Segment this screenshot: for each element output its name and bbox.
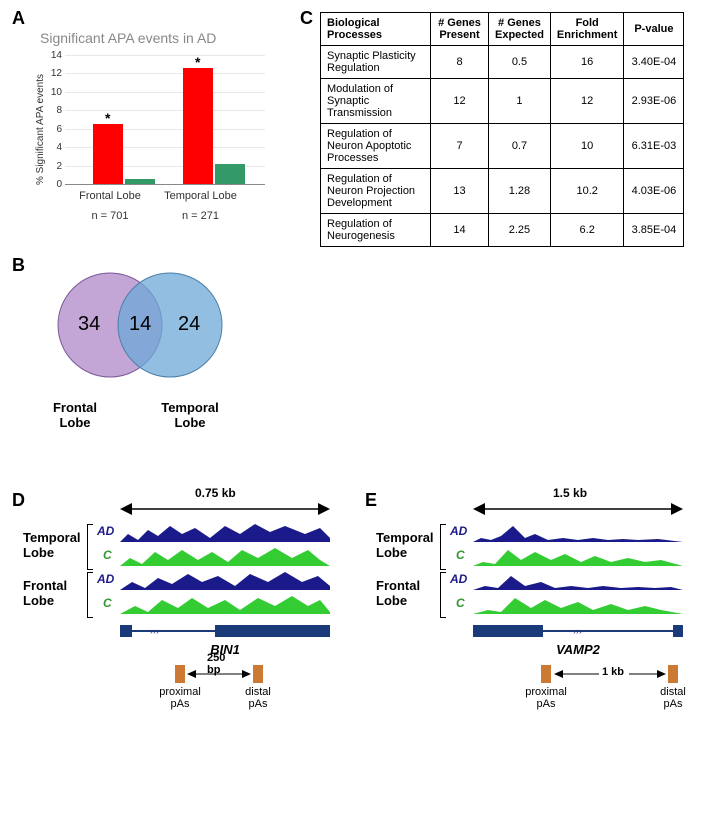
d-ad-1: AD: [97, 524, 114, 538]
d-prox-box: [175, 665, 185, 683]
e-c-2: C: [456, 596, 465, 610]
d-ad-2: AD: [97, 572, 114, 586]
panel-c-table: Biological Processes # Genes Present # G…: [320, 12, 684, 247]
panel-d-tracks: 0.75 kb TemporalLobe FrontalLobe AD C AD…: [15, 500, 345, 790]
e-pas-dist: 1 kb: [602, 666, 624, 678]
panel-c-label: C: [300, 8, 313, 29]
d-dist-box: [253, 665, 263, 683]
svg-text:›››: ›››: [573, 626, 582, 636]
e-tracks-svg: [473, 520, 683, 620]
ytick-10: 10: [42, 87, 62, 98]
d-group-temporal: TemporalLobe: [23, 530, 93, 560]
d-dist-label: distalpAs: [233, 686, 283, 710]
n-frontal: n = 701: [70, 210, 150, 222]
bar-frontal-s2: [125, 179, 155, 184]
e-dist-box: [668, 665, 678, 683]
ytick-0: 0: [42, 179, 62, 190]
ytick-4: 4: [42, 142, 62, 153]
e-gene-model: ›››: [473, 622, 683, 640]
d-bracket-2: [87, 572, 93, 618]
e-scale: 1.5 kb: [553, 486, 587, 500]
d-gene-model: ›››: [120, 622, 330, 640]
d-c-2: C: [103, 596, 112, 610]
d-tracks-svg: [120, 520, 330, 620]
th-1: # Genes Present: [431, 13, 489, 46]
panel-a-label: A: [12, 8, 25, 29]
ytick-12: 12: [42, 68, 62, 79]
ytick-2: 2: [42, 161, 62, 172]
table-row: Regulation of Neurogenesis142.256.23.85E…: [321, 214, 684, 247]
cat-frontal: Frontal Lobe: [70, 190, 150, 202]
e-bracket-1: [440, 524, 446, 570]
e-gene: VAMP2: [538, 642, 618, 657]
ytick-14: 14: [42, 50, 62, 61]
e-prox-box: [541, 665, 551, 683]
bar-temporal-s1: [183, 68, 213, 184]
e-dist-label: distalpAs: [648, 686, 698, 710]
venn-mid: 14: [129, 313, 151, 336]
venn-cap-left: FrontalLobe: [35, 400, 115, 430]
venn-left: 34: [78, 313, 100, 336]
th-3: Fold Enrichment: [550, 13, 624, 46]
e-group-temporal: TemporalLobe: [376, 530, 446, 560]
table-row: Regulation of Neuron Apoptotic Processes…: [321, 124, 684, 169]
d-group-frontal: FrontalLobe: [23, 578, 93, 608]
d-pas-dist: 250bp: [207, 652, 225, 676]
e-ad-1: AD: [450, 524, 467, 538]
table-row: Modulation of Synaptic Transmission12112…: [321, 79, 684, 124]
svg-text:›››: ›››: [150, 626, 159, 636]
d-bracket-1: [87, 524, 93, 570]
venn-right: 24: [178, 313, 200, 336]
bar-frontal-s1: [93, 124, 123, 184]
th-4: P-value: [624, 13, 684, 46]
panel-a-chart: % Significant APA events * * 14 12 10 8 …: [40, 55, 265, 230]
e-prox-label: proximalpAs: [516, 686, 576, 710]
e-c-1: C: [456, 548, 465, 562]
asterisk-2: *: [195, 54, 200, 70]
table-row: Synaptic Plasticity Regulation80.5163.40…: [321, 46, 684, 79]
d-prox-label: proximalpAs: [150, 686, 210, 710]
e-bracket-2: [440, 572, 446, 618]
table-row: Regulation of Neuron Projection Developm…: [321, 169, 684, 214]
cat-temporal: Temporal Lobe: [158, 190, 243, 202]
th-0: Biological Processes: [321, 13, 431, 46]
ytick-6: 6: [42, 124, 62, 135]
panel-a-title: Significant APA events in AD: [40, 30, 216, 46]
e-ad-2: AD: [450, 572, 467, 586]
venn-cap-right: TemporalLobe: [145, 400, 235, 430]
panel-e-tracks: 1.5 kb TemporalLobe FrontalLobe AD C AD …: [368, 500, 698, 790]
d-scale: 0.75 kb: [195, 486, 236, 500]
bar-temporal-s2: [215, 164, 245, 184]
th-2: # Genes Expected: [489, 13, 551, 46]
e-group-frontal: FrontalLobe: [376, 578, 446, 608]
asterisk-1: *: [105, 110, 110, 126]
panel-b-label: B: [12, 255, 25, 276]
ytick-8: 8: [42, 105, 62, 116]
d-c-1: C: [103, 548, 112, 562]
n-temporal: n = 271: [158, 210, 243, 222]
venn-diagram: 34 14 24: [40, 270, 240, 390]
